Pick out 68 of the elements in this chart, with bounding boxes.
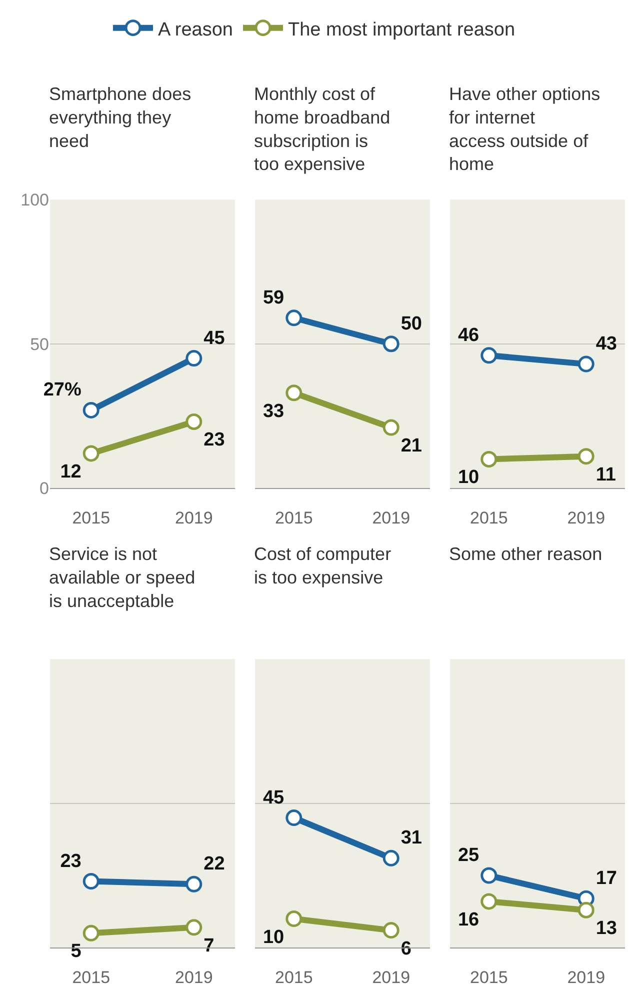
x-tick-label: 2015 [274,968,313,987]
y-tick-label: 0 [40,479,49,498]
data-label: 43 [596,334,617,355]
point [186,413,202,430]
data-label: 25 [458,844,480,866]
y-tick-label: 100 [20,190,49,210]
point [578,902,594,918]
data-label: 5 [70,941,82,962]
chart-title: Service is not available or speed is unacceptable [49,544,196,611]
point [186,350,202,367]
point [82,445,100,462]
point [382,850,400,866]
data-label: 31 [400,828,422,849]
point [82,402,100,418]
point [480,867,498,884]
data-label: 46 [458,324,480,346]
x-tick-label: 2015 [72,968,110,987]
point [186,919,202,936]
x-tick-label: 2019 [567,508,606,528]
data-label: 13 [596,918,617,940]
data-label: 33 [263,400,284,422]
y-tick-label: 50 [30,334,49,354]
chart-title: Some other reason [449,544,602,564]
chart-title: Monthly cost of home broadband subscription is too expensive [254,84,390,174]
point [82,924,100,942]
data-label: 23 [204,430,225,451]
data-label: 12 [60,461,82,482]
chart-title: Smartphone does everything they need [49,84,192,151]
point [480,450,498,468]
point [286,384,302,402]
data-label: 17 [596,868,617,890]
point [286,810,302,826]
legend-label: A reason [158,19,233,40]
legend-label: The most important reason [288,19,516,40]
data-label: 45 [263,787,285,808]
data-label: 23 [60,850,82,872]
x-tick-label: 2015 [470,508,508,528]
point [578,356,594,372]
point [382,419,400,436]
data-label: 27% [43,380,82,401]
data-label: 21 [400,436,422,457]
data-label: 10 [263,926,284,948]
point [382,336,400,352]
x-tick-label: 2019 [567,968,606,987]
point [286,910,302,927]
chart-title: Cost of computer is too expensive [254,544,392,588]
x-tick-label: 2019 [372,968,410,987]
data-label: 16 [458,909,480,930]
point [578,448,594,465]
point [186,876,202,892]
x-tick-label: 2019 [174,968,213,987]
x-tick-label: 2019 [174,508,213,528]
point [286,310,302,326]
x-tick-label: 2015 [274,508,313,528]
point [480,347,498,364]
data-label: 22 [204,854,225,875]
chart-title: Have other options for internet access outside of home [449,84,600,174]
data-label: 59 [263,287,284,308]
x-tick-label: 2015 [72,508,110,528]
data-label: 45 [204,328,226,349]
point [382,922,400,939]
x-tick-label: 2019 [372,508,410,528]
data-label: 11 [596,464,616,486]
point [480,893,498,910]
point [82,873,100,890]
x-tick-label: 2015 [470,968,508,987]
data-label: 50 [400,313,422,334]
data-label: 10 [458,467,480,488]
